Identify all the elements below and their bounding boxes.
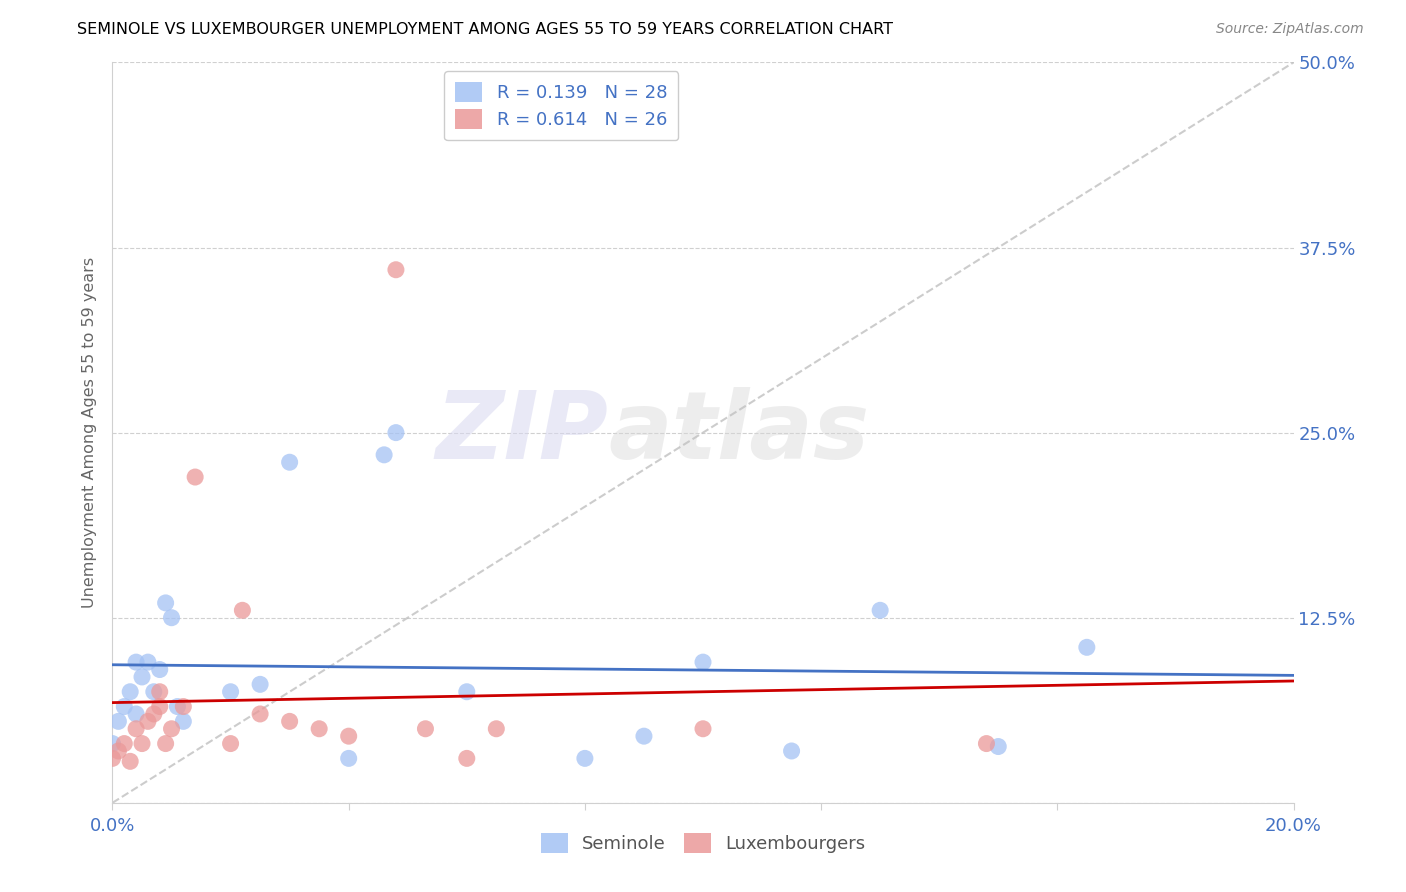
Point: [149, 685, 172, 699]
Point: [633, 729, 655, 743]
Text: SEMINOLE VS LUXEMBOURGER UNEMPLOYMENT AMONG AGES 55 TO 59 YEARS CORRELATION CHAR: SEMINOLE VS LUXEMBOURGER UNEMPLOYMENT AM…: [77, 22, 893, 37]
Point: [249, 677, 271, 691]
Point: [125, 722, 148, 736]
Point: [385, 425, 408, 440]
Point: [172, 699, 194, 714]
Point: [231, 603, 253, 617]
Point: [485, 722, 508, 736]
Point: [385, 262, 408, 277]
Point: [107, 744, 129, 758]
Point: [869, 603, 891, 617]
Point: [219, 737, 242, 751]
Point: [976, 737, 998, 751]
Point: [987, 739, 1010, 754]
Point: [142, 706, 165, 721]
Text: atlas: atlas: [609, 386, 870, 479]
Point: [373, 448, 395, 462]
Point: [125, 706, 148, 721]
Point: [337, 729, 360, 743]
Point: [155, 737, 177, 751]
Point: [149, 699, 172, 714]
Point: [249, 706, 271, 721]
Point: [155, 596, 177, 610]
Point: [112, 699, 135, 714]
Point: [692, 722, 714, 736]
Point: [142, 685, 165, 699]
Point: [1076, 640, 1098, 655]
Point: [120, 685, 142, 699]
Legend: Seminole, Luxembourgers: Seminole, Luxembourgers: [533, 826, 873, 861]
Point: [101, 751, 124, 765]
Point: [415, 722, 437, 736]
Point: [101, 737, 124, 751]
Point: [112, 737, 135, 751]
Point: [136, 655, 159, 669]
Point: [160, 722, 183, 736]
Text: Source: ZipAtlas.com: Source: ZipAtlas.com: [1216, 22, 1364, 37]
Point: [456, 751, 478, 765]
Point: [160, 610, 183, 624]
Point: [120, 755, 142, 769]
Point: [166, 699, 188, 714]
Point: [184, 470, 207, 484]
Point: [131, 737, 153, 751]
Point: [131, 670, 153, 684]
Point: [278, 455, 301, 469]
Point: [149, 663, 172, 677]
Point: [136, 714, 159, 729]
Point: [337, 751, 360, 765]
Point: [780, 744, 803, 758]
Y-axis label: Unemployment Among Ages 55 to 59 years: Unemployment Among Ages 55 to 59 years: [82, 257, 97, 608]
Point: [172, 714, 194, 729]
Point: [308, 722, 330, 736]
Point: [125, 655, 148, 669]
Point: [278, 714, 301, 729]
Point: [107, 714, 129, 729]
Point: [692, 655, 714, 669]
Point: [219, 685, 242, 699]
Point: [456, 685, 478, 699]
Point: [574, 751, 596, 765]
Text: ZIP: ZIP: [436, 386, 609, 479]
